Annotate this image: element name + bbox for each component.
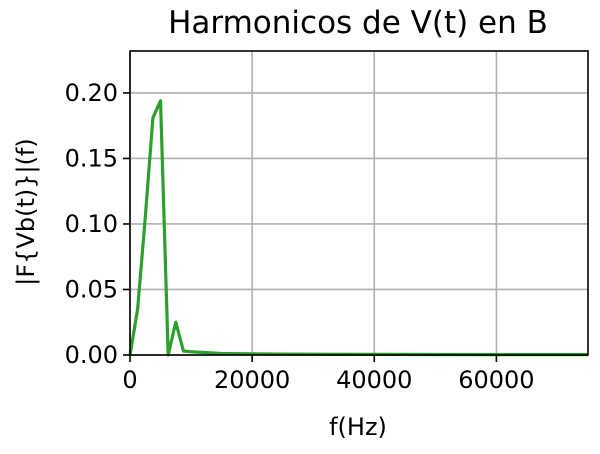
x-tick-label: 20000	[214, 366, 290, 394]
y-tick-label: 0.05	[65, 275, 118, 303]
grid	[129, 51, 588, 356]
y-tick-label: 0.10	[65, 210, 118, 238]
x-tick-label: 40000	[336, 366, 412, 394]
chart-title: Harmonicos de V(t) en B	[168, 5, 548, 41]
x-axis-label: f(Hz)	[329, 413, 387, 441]
y-tick-label: 0.00	[65, 341, 118, 369]
y-tick-label: 0.20	[65, 79, 118, 107]
x-tick-label: 0	[122, 366, 137, 394]
x-tick-label: 60000	[458, 366, 534, 394]
ticks: 0 20000 40000 60000 0.00 0.05 0.10 0.15 0.20	[65, 79, 535, 394]
y-tick-label: 0.15	[65, 144, 118, 172]
y-axis-label: |F{Vb(t)}|(f)	[12, 138, 40, 285]
plot-frame	[129, 50, 589, 356]
